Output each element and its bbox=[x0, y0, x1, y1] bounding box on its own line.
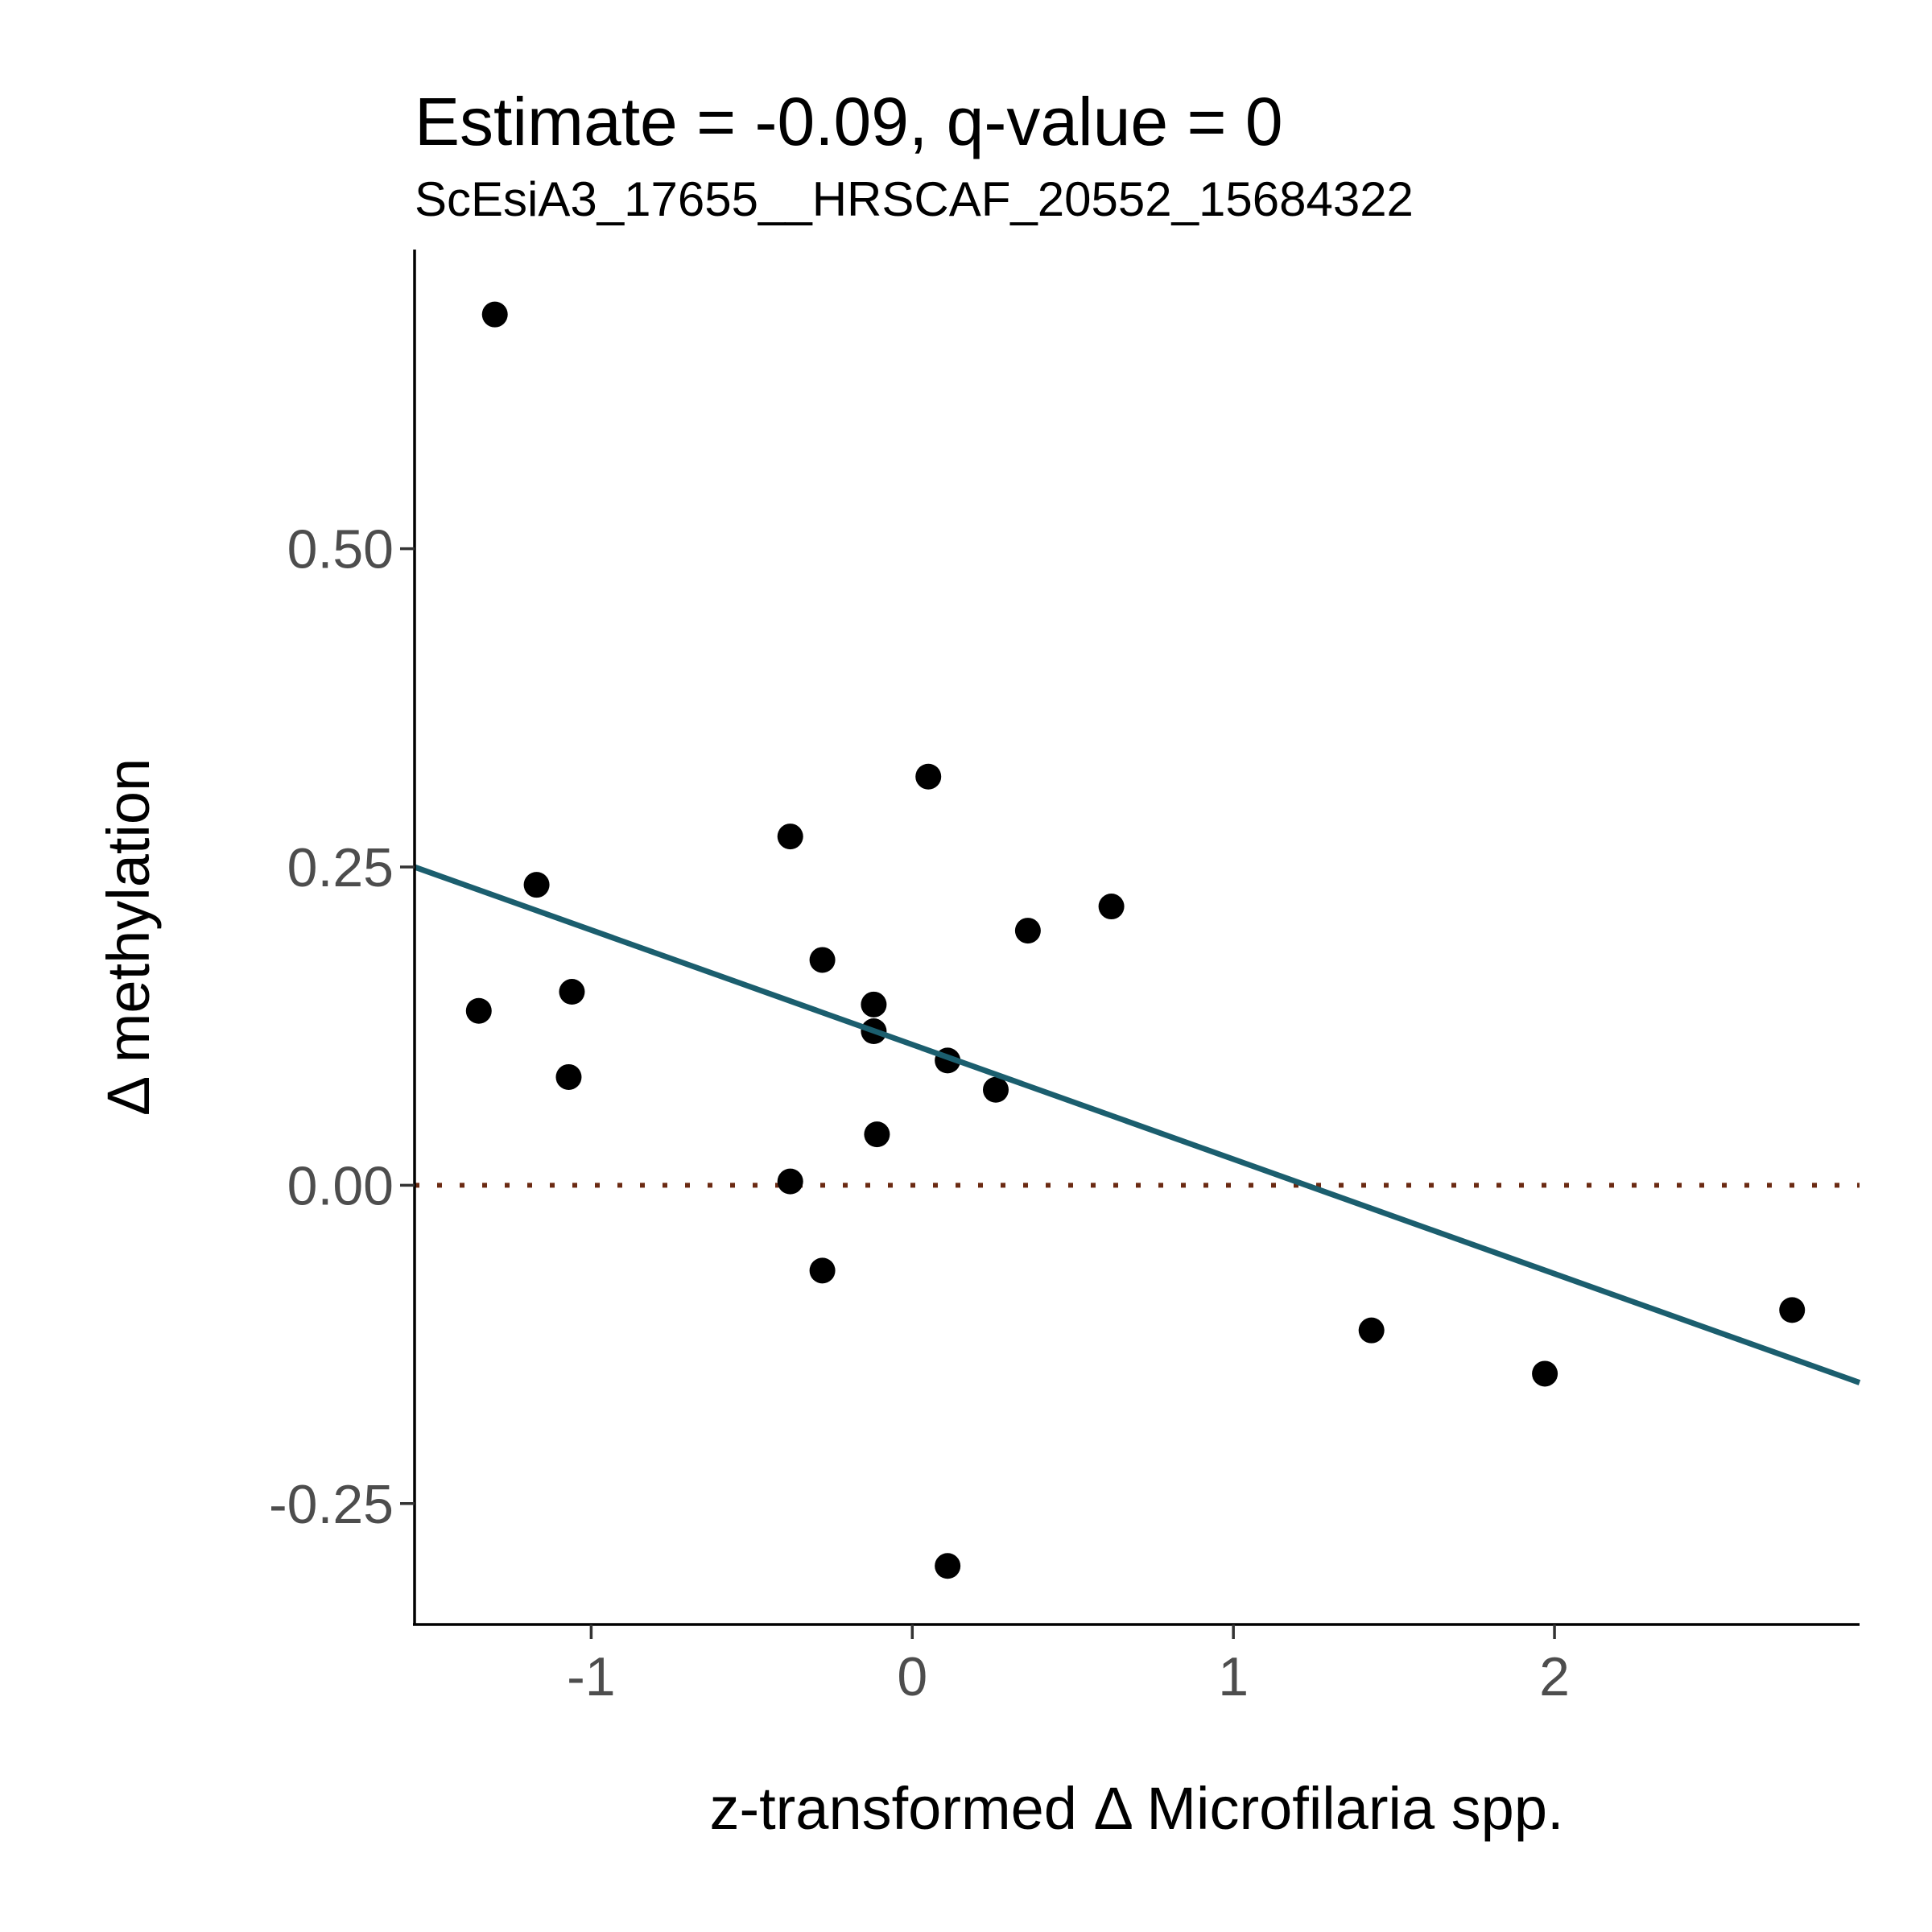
y-axis-title: Δ methylation bbox=[95, 758, 162, 1116]
data-point-14 bbox=[935, 1553, 961, 1579]
plot-area bbox=[413, 301, 1861, 1579]
data-point-18 bbox=[1358, 1317, 1385, 1344]
data-point-7 bbox=[777, 1168, 803, 1195]
data-point-17 bbox=[1098, 894, 1125, 920]
data-point-5 bbox=[777, 824, 803, 850]
data-point-19 bbox=[1532, 1360, 1558, 1387]
x-axis-title: z-transformed Δ Microfilaria spp. bbox=[709, 1775, 1563, 1842]
x-tick-label-2: 1 bbox=[1218, 1646, 1249, 1707]
data-point-8 bbox=[809, 1257, 836, 1284]
data-point-0 bbox=[481, 301, 508, 328]
data-point-4 bbox=[555, 1063, 582, 1090]
data-point-2 bbox=[523, 872, 550, 898]
data-point-6 bbox=[809, 947, 836, 973]
regression-line bbox=[413, 864, 1861, 1385]
data-point-11 bbox=[864, 1121, 890, 1148]
data-point-20 bbox=[1779, 1297, 1806, 1323]
x-axis-ticks: -1 0 1 2 bbox=[567, 1624, 1570, 1707]
y-tick-label-0: -0.25 bbox=[269, 1474, 394, 1535]
x-tick-label-0: -1 bbox=[567, 1646, 615, 1707]
y-tick-label-1: 0.00 bbox=[287, 1155, 394, 1216]
y-axis-ticks: -0.25 0.00 0.25 0.50 bbox=[269, 519, 415, 1535]
data-point-9 bbox=[861, 991, 887, 1018]
data-point-12 bbox=[915, 763, 942, 790]
data-point-16 bbox=[1014, 918, 1041, 944]
x-tick-label-1: 0 bbox=[897, 1646, 927, 1707]
y-tick-label-2: 0.25 bbox=[287, 837, 394, 898]
x-tick-label-3: 2 bbox=[1539, 1646, 1570, 1707]
chart-subtitle: ScEsiA3_17655__HRSCAF_20552_15684322 bbox=[415, 172, 1414, 226]
data-point-3 bbox=[559, 979, 585, 1005]
data-point-15 bbox=[982, 1076, 1009, 1103]
y-tick-label-3: 0.50 bbox=[287, 519, 394, 580]
data-point-1 bbox=[465, 997, 492, 1024]
chart-title: Estimate = -0.09, q-value = 0 bbox=[415, 84, 1283, 159]
